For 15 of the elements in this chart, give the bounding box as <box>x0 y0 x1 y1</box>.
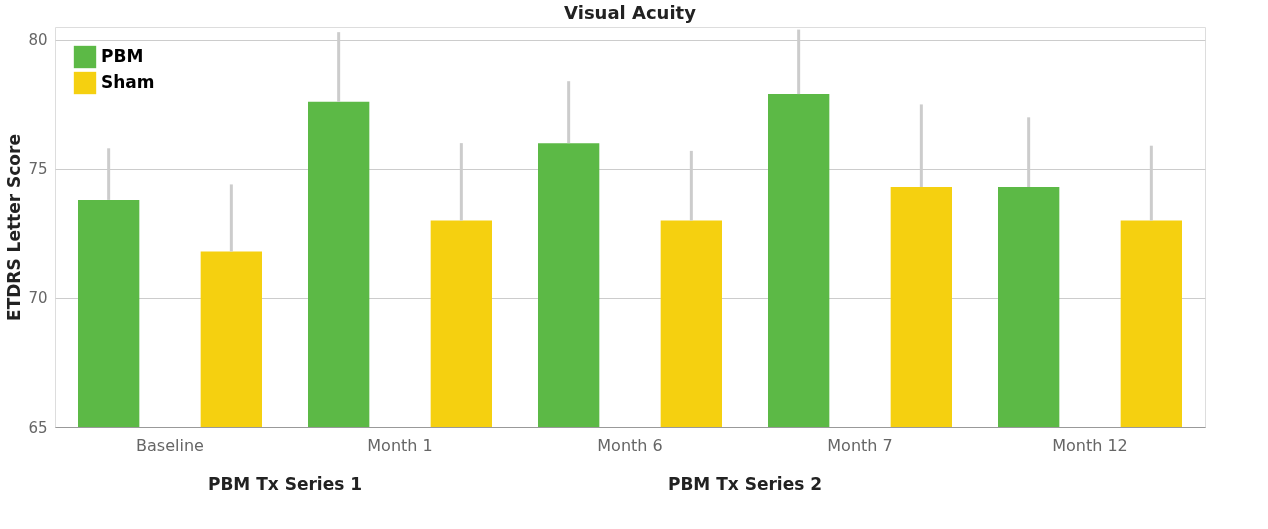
x-tick-label: Baseline <box>136 435 204 455</box>
x-tick-label: Month 1 <box>367 435 433 455</box>
x-tick-label: Month 6 <box>597 435 663 455</box>
x-tick-label: Month 7 <box>827 435 893 455</box>
y-tick-label: 75 <box>28 160 48 179</box>
x-tick-label: Month 12 <box>1052 435 1128 455</box>
legend-label: Sham <box>101 72 155 92</box>
y-axis-title: ETDRS Letter Score <box>4 134 25 321</box>
y-tick-label: 80 <box>28 31 48 50</box>
legend-label: PBM <box>101 46 144 66</box>
y-tick-label: 65 <box>28 418 48 437</box>
text: PBM Tx Series 2 <box>667 474 823 494</box>
y-tick-label: 70 <box>28 289 48 308</box>
text: PBM Tx Series 1 <box>207 474 363 494</box>
chart-title: Visual Acuity <box>564 2 697 23</box>
